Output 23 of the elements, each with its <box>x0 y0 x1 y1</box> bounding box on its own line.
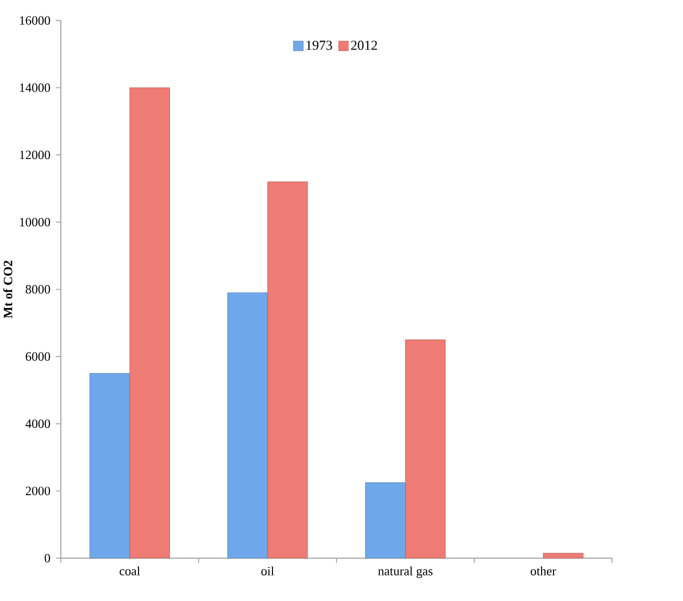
bar <box>267 182 308 558</box>
y-axis-title: Mt of CO2 <box>3 260 12 318</box>
legend-label: 2012 <box>351 40 377 50</box>
bar <box>90 373 130 558</box>
y-tick-label: 6000 <box>26 352 50 361</box>
bar <box>543 552 584 558</box>
bar <box>227 292 268 558</box>
x-tick-label: natural gas <box>378 566 432 578</box>
y-tick-label: 0 <box>44 554 50 562</box>
y-tick-label: 16000 <box>20 16 50 25</box>
bar <box>405 339 446 558</box>
bar <box>130 87 170 558</box>
y-tick-label: 14000 <box>20 83 50 92</box>
x-tick-label: coal <box>120 566 140 576</box>
legend-label: 1973 <box>306 40 332 50</box>
y-tick-label: 8000 <box>26 285 50 294</box>
y-tick-label: 2000 <box>26 486 50 496</box>
y-tick-label: 10000 <box>20 218 50 226</box>
x-tick-label: oil <box>261 566 274 576</box>
x-tick-label: other <box>530 566 556 576</box>
bar <box>365 482 406 558</box>
y-tick-label: 4000 <box>26 419 50 428</box>
y-tick-label: 12000 <box>20 150 50 160</box>
